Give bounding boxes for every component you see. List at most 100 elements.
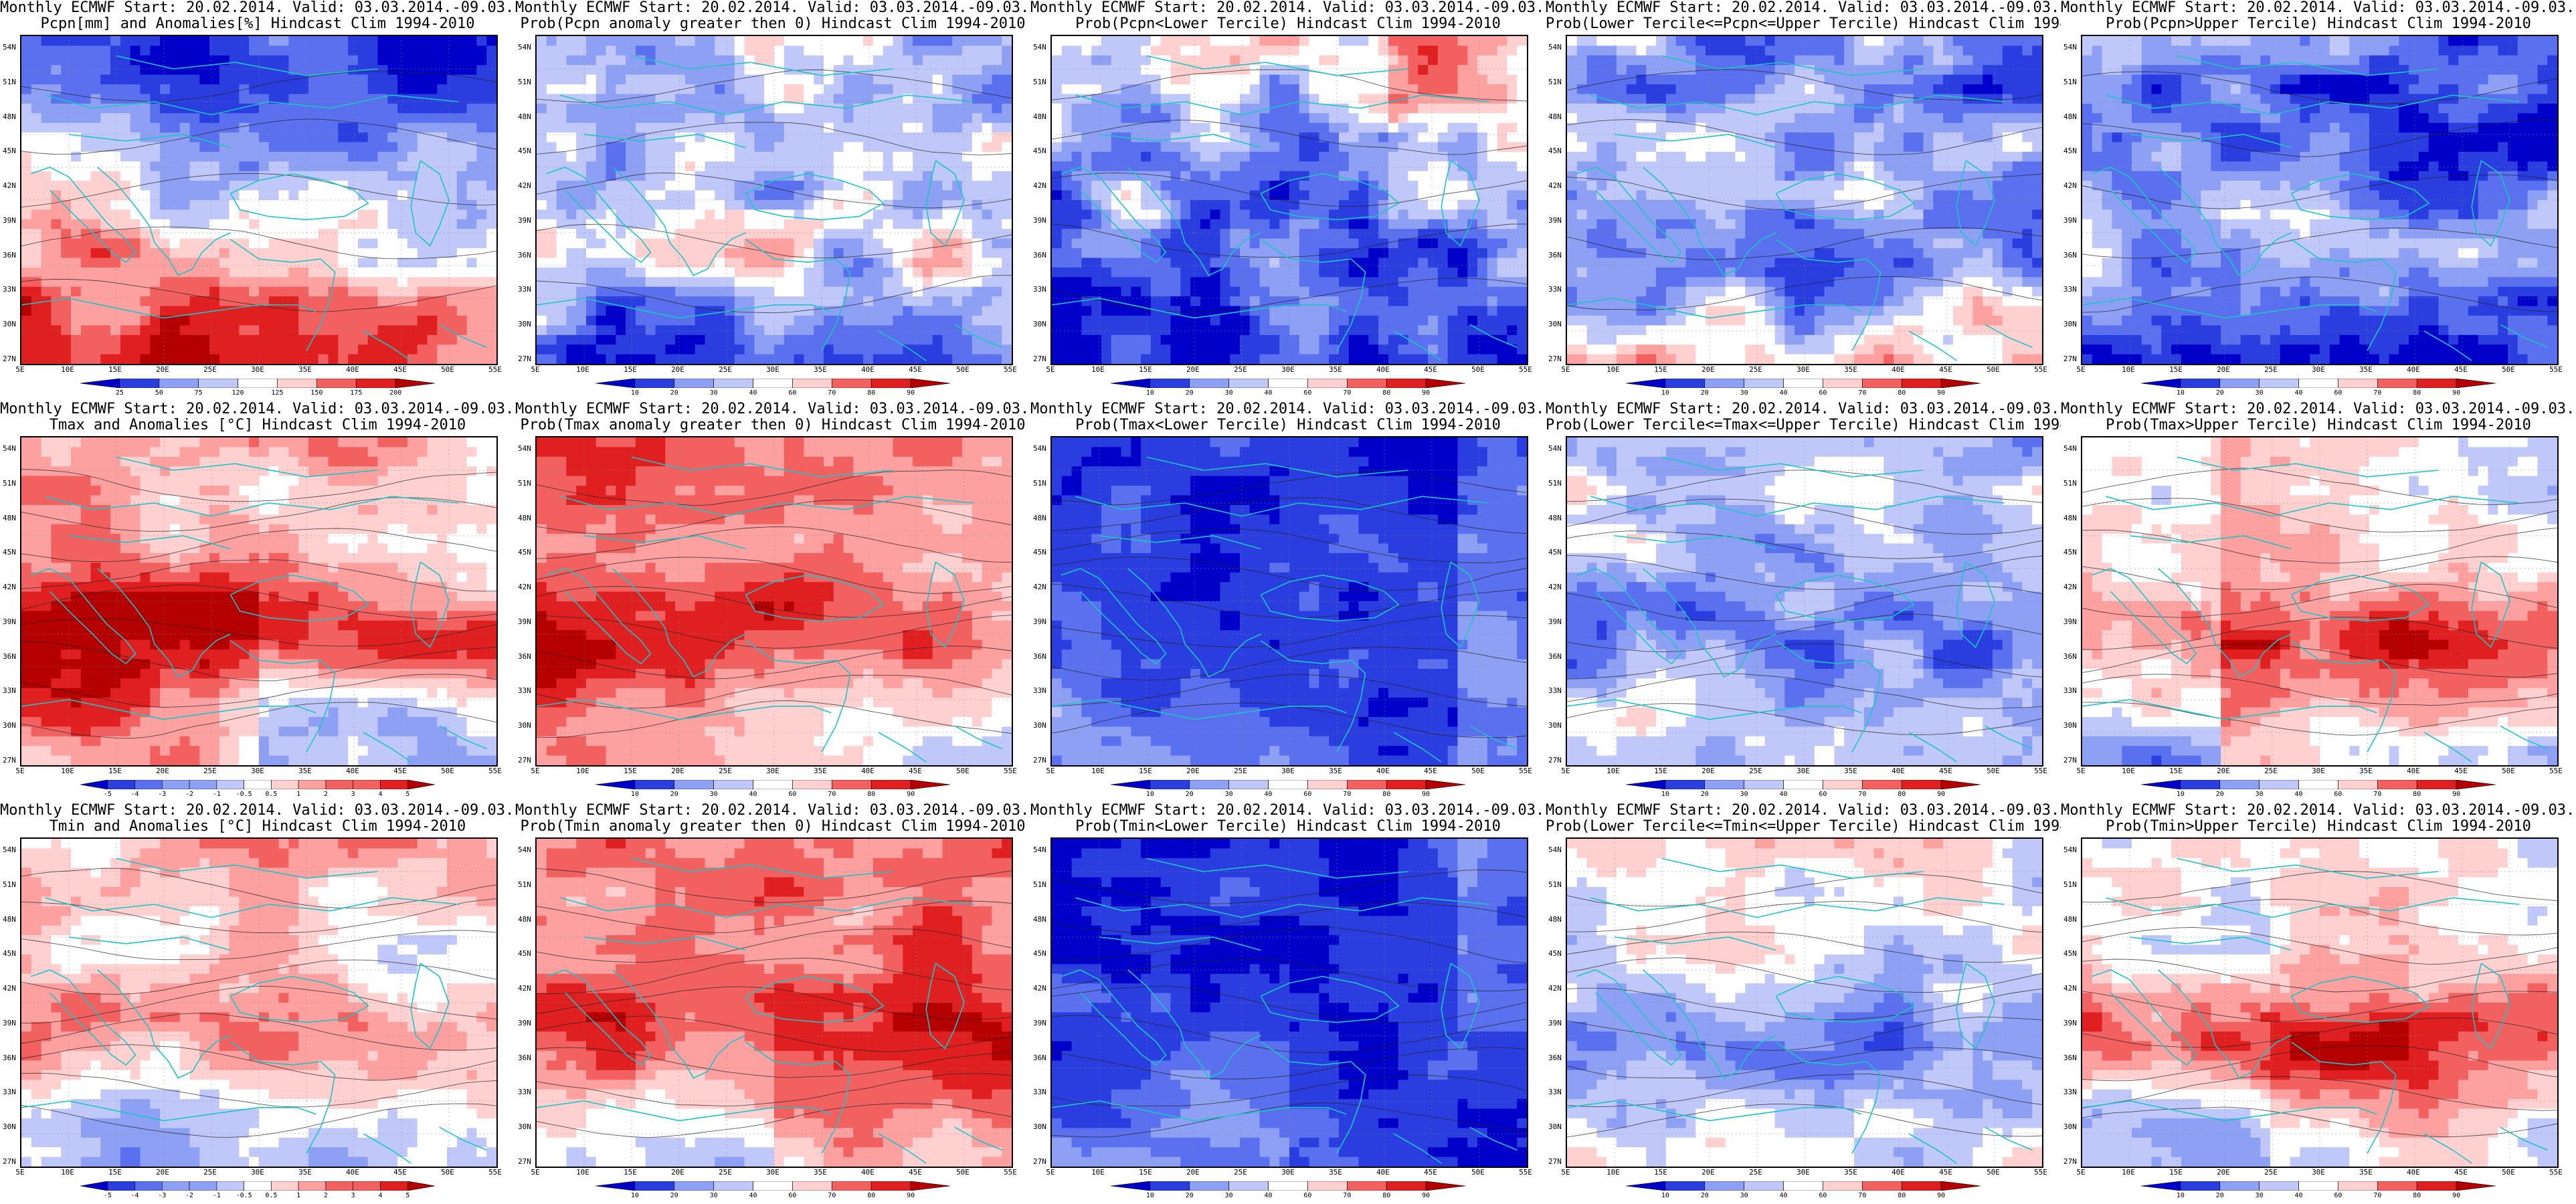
latitude-label: 39N [1548, 216, 1566, 225]
latitude-label: 30N [3, 320, 20, 328]
longitude-label: 45E [1932, 1168, 1959, 1177]
longitude-label: 55E [997, 1168, 1024, 1177]
color-scale-bar [2141, 1181, 2496, 1191]
latitude-label: 39N [2063, 1019, 2081, 1027]
latitude-label: 42N [1548, 984, 1566, 993]
latitude-label: 54N [1033, 43, 1050, 52]
latitude-label: 42N [1548, 181, 1566, 190]
longitude-label: 45E [902, 767, 929, 775]
longitude-label: 35E [807, 365, 834, 374]
latitude-label: 54N [518, 43, 535, 52]
field-raster [1052, 437, 1527, 765]
panel-title: Monthly ECMWF Start: 20.02.2014. Valid: … [1546, 401, 2061, 433]
latitude-label: 45N [1033, 548, 1050, 557]
panel-title-line2: Prob(Lower Tercile<=Pcpn<=Upper Tercile)… [1546, 16, 2061, 32]
latitude-label: 39N [1033, 1019, 1050, 1027]
longitude-label: 10E [569, 767, 596, 775]
longitude-label: 35E [807, 767, 834, 775]
color-scale-tick-label: 40 [1259, 1192, 1279, 1199]
latitude-label: 48N [1033, 514, 1050, 522]
longitude-label: 50E [1465, 365, 1491, 374]
latitude-label: 48N [3, 915, 20, 924]
longitude-label: 15E [1132, 1168, 1159, 1177]
panel-title-line1: Monthly ECMWF Start: 20.02.2014. Valid: … [1546, 401, 2061, 417]
latitude-label: 30N [2063, 721, 2081, 730]
latitude-label: 54N [1033, 444, 1050, 453]
latitude-label: 54N [3, 444, 20, 453]
color-scale-tick-label: 60 [782, 389, 802, 397]
latitude-label: 54N [1033, 845, 1050, 854]
latitude-label: 30N [1548, 1122, 1566, 1131]
color-scale-tick-label: 60 [2328, 1192, 2348, 1199]
latitude-label: 36N [518, 1054, 535, 1062]
latitude-label: 48N [2063, 112, 2081, 121]
color-scale-tick-label: 20 [1180, 389, 1200, 397]
field-raster [2082, 437, 2557, 765]
longitude-label: 55E [2543, 365, 2569, 374]
color-scale-tick-label: 20 [1695, 791, 1715, 798]
map-panel: Monthly ECMWF Start: 20.02.2014. Valid: … [515, 803, 1030, 1204]
color-scale-tick-label: 40 [743, 389, 763, 397]
panel-title-line1: Monthly ECMWF Start: 20.02.2014. Valid: … [515, 803, 1030, 819]
longitude-label: 30E [759, 365, 786, 374]
longitude-label: 50E [949, 365, 976, 374]
color-scale-tick-label: 40 [2289, 1192, 2309, 1199]
latitude-label: 39N [518, 216, 535, 225]
map-panel: Monthly ECMWF Start: 20.02.2014. Valid: … [1030, 401, 1546, 803]
color-scale-tick-label: -3 [152, 791, 172, 798]
latitude-label: 39N [2063, 216, 2081, 225]
latitude-label: 39N [1548, 617, 1566, 626]
color-scale-tick-label: 75 [189, 389, 209, 397]
latitude-label: 42N [518, 984, 535, 993]
latitude-label: 33N [518, 285, 535, 294]
color-scale-tick-label: 20 [1180, 1192, 1200, 1199]
latitude-label: 36N [2063, 251, 2081, 260]
longitude-label: 20E [1180, 767, 1206, 775]
field-raster [1567, 839, 2042, 1167]
color-scale-tick-label: 30 [1734, 389, 1754, 397]
map-plot-area [1050, 837, 1528, 1168]
latitude-label: 42N [518, 583, 535, 591]
color-scale-tick-label: 10 [1655, 1192, 1675, 1199]
panel-title-line2: Prob(Tmin anomaly greater then 0) Hindca… [515, 819, 1030, 835]
longitude-label: 35E [1837, 1168, 1864, 1177]
longitude-label: 10E [1600, 1168, 1627, 1177]
color-scale-tick-label: 10 [625, 389, 645, 397]
color-scale-tick-label: 20 [664, 1192, 684, 1199]
panel-title-line1: Monthly ECMWF Start: 20.02.2014. Valid: … [515, 0, 1030, 16]
longitude-label: 15E [102, 767, 128, 775]
latitude-label: 36N [2063, 1054, 2081, 1062]
panel-title: Monthly ECMWF Start: 20.02.2014. Valid: … [0, 803, 515, 835]
color-scale-tick-label: 10 [625, 791, 645, 798]
latitude-label: 27N [3, 1157, 20, 1166]
color-scale-tick-label: 30 [1219, 389, 1239, 397]
color-scale-tick-label: 70 [1852, 791, 1872, 798]
latitude-label: 39N [518, 1019, 535, 1027]
longitude-label: 15E [617, 365, 644, 374]
longitude-label: 35E [2353, 365, 2379, 374]
longitude-label: 25E [2258, 365, 2284, 374]
longitude-label: 15E [1647, 1168, 1674, 1177]
longitude-label: 50E [1980, 767, 2007, 775]
color-scale-tick-label: 125 [267, 389, 287, 397]
longitude-label: 25E [1227, 365, 1254, 374]
latitude-label: 36N [1033, 652, 1050, 661]
longitude-label: 5E [522, 767, 549, 775]
latitude-label: 27N [1548, 756, 1566, 765]
latitude-label: 51N [2063, 78, 2081, 86]
color-scale-tick-label: 60 [782, 1192, 802, 1199]
latitude-label: 30N [2063, 320, 2081, 328]
color-scale-tick-label: 5 [397, 1192, 418, 1199]
panel-title-line2: Prob(Tmax anomaly greater then 0) Hindca… [515, 417, 1030, 433]
latitude-label: 30N [3, 1122, 20, 1131]
longitude-label: 25E [2258, 767, 2284, 775]
latitude-label: 33N [3, 1088, 20, 1096]
color-scale-tick-label: 30 [2249, 389, 2270, 397]
longitude-label: 40E [2400, 1168, 2427, 1177]
latitude-label: 27N [2063, 1157, 2081, 1166]
color-scale-tick-label: 5 [397, 791, 418, 798]
color-scale-tick-label: 20 [664, 791, 684, 798]
color-scale-tick-label: 70 [822, 1192, 842, 1199]
color-scale-tick-label: 20 [2210, 791, 2230, 798]
color-scale-tick-label: 60 [2328, 389, 2348, 397]
